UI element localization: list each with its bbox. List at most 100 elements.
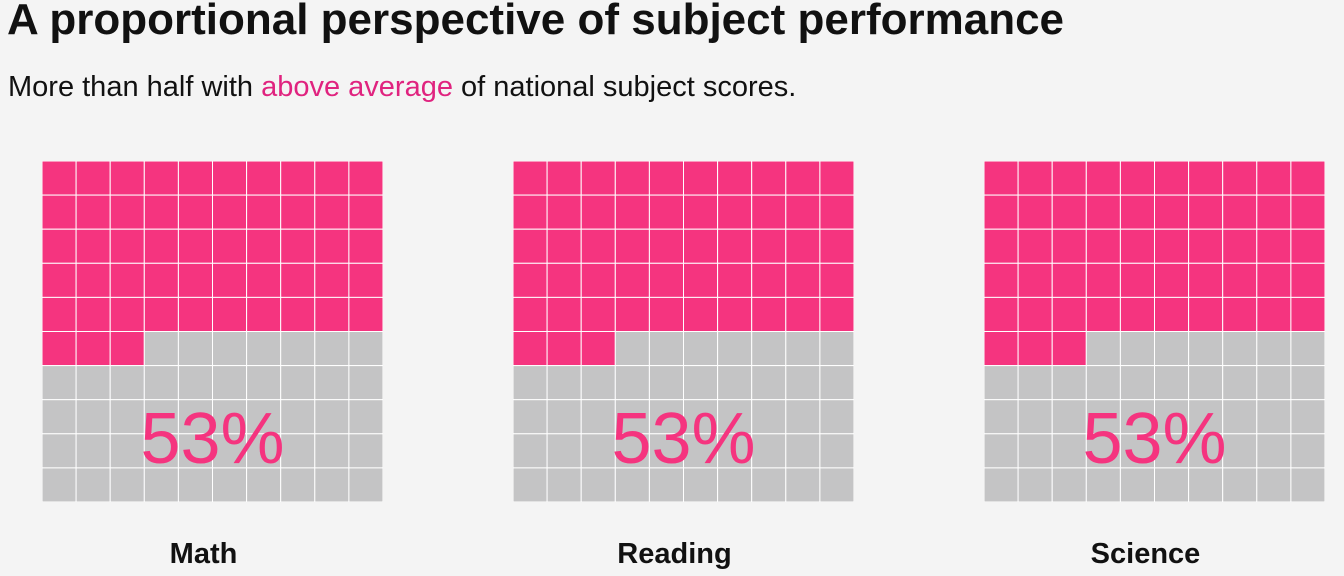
waffle-cell-empty xyxy=(546,433,582,469)
waffle-cell-filled xyxy=(1290,228,1325,264)
waffle-cell-filled xyxy=(1119,161,1155,196)
waffle-cell-empty xyxy=(1188,399,1224,435)
waffle-cell-filled xyxy=(1051,262,1087,298)
waffle-cell-filled xyxy=(751,262,787,298)
waffle-cell-filled xyxy=(984,228,1019,264)
waffle-cell-filled xyxy=(143,194,179,230)
waffle-cell-filled xyxy=(1085,228,1121,264)
waffle-cell-filled xyxy=(348,161,383,196)
waffle-cell-empty xyxy=(143,331,179,367)
waffle-cell-filled xyxy=(1222,161,1258,196)
waffle-cell-empty xyxy=(280,365,316,401)
waffle-chart-science: 53% xyxy=(984,161,1325,502)
waffle-cell-filled xyxy=(1256,228,1292,264)
waffle-cell-empty xyxy=(1154,365,1190,401)
waffle-cell-empty xyxy=(75,433,111,469)
waffle-cell-filled xyxy=(75,262,111,298)
waffle-cell-empty xyxy=(1154,331,1190,367)
waffle-cell-filled xyxy=(1119,262,1155,298)
waffle-cell-empty xyxy=(546,467,582,502)
waffle-cell-empty xyxy=(314,331,350,367)
waffle-cell-filled xyxy=(580,194,616,230)
waffle-cell-empty xyxy=(648,365,684,401)
waffle-cell-empty xyxy=(143,433,179,469)
category-label-math: Math xyxy=(169,538,238,570)
waffle-cell-filled xyxy=(42,331,77,367)
waffle-cell-filled xyxy=(143,161,179,196)
waffle-cell-filled xyxy=(614,194,650,230)
waffle-cell-filled xyxy=(614,228,650,264)
waffle-cell-empty xyxy=(42,365,77,401)
waffle-cell-filled xyxy=(143,262,179,298)
waffle-cell-empty xyxy=(683,467,719,502)
waffle-cell-filled xyxy=(1119,296,1155,332)
waffle-cell-empty xyxy=(1154,467,1190,502)
waffle-cell-filled xyxy=(109,331,145,367)
waffle-cell-filled xyxy=(614,296,650,332)
waffle-cell-filled xyxy=(177,161,213,196)
waffle-cell-filled xyxy=(1017,262,1053,298)
waffle-cell-filled xyxy=(1188,161,1224,196)
waffle-cell-empty xyxy=(648,433,684,469)
waffle-cell-empty xyxy=(1290,433,1325,469)
waffle-cell-filled xyxy=(42,296,77,332)
waffle-cell-filled xyxy=(1154,296,1190,332)
waffle-cell-filled xyxy=(751,194,787,230)
waffle-cell-filled xyxy=(546,262,582,298)
waffle-cell-filled xyxy=(785,194,821,230)
waffle-cell-empty xyxy=(1222,331,1258,367)
waffle-cell-filled xyxy=(513,228,548,264)
waffle-cell-filled xyxy=(109,228,145,264)
subtitle-highlight: above average xyxy=(261,71,453,103)
waffle-cell-empty xyxy=(177,467,213,502)
waffle-cell-empty xyxy=(580,365,616,401)
waffle-cell-filled xyxy=(546,331,582,367)
waffle-cell-empty xyxy=(1290,331,1325,367)
waffle-cell-filled xyxy=(1051,296,1087,332)
waffle-cell-empty xyxy=(1188,433,1224,469)
waffle-cell-empty xyxy=(109,433,145,469)
waffle-cell-filled xyxy=(717,194,753,230)
waffle-cell-empty xyxy=(1017,399,1053,435)
waffle-cell-filled xyxy=(177,262,213,298)
waffle-cell-filled xyxy=(280,228,316,264)
waffle-cell-empty xyxy=(280,331,316,367)
waffle-cell-empty xyxy=(614,365,650,401)
waffle-cell-empty xyxy=(1051,399,1087,435)
waffle-cell-filled xyxy=(1222,228,1258,264)
waffle-cell-empty xyxy=(1222,365,1258,401)
waffle-cell-filled xyxy=(717,262,753,298)
waffle-cell-empty xyxy=(1222,399,1258,435)
waffle-cell-filled xyxy=(648,161,684,196)
waffle-cell-filled xyxy=(75,296,111,332)
waffle-cell-empty xyxy=(785,433,821,469)
waffle-cell-filled xyxy=(819,262,854,298)
waffle-cell-filled xyxy=(177,194,213,230)
waffle-cell-filled xyxy=(42,194,77,230)
waffle-cell-empty xyxy=(280,433,316,469)
waffle-cell-empty xyxy=(984,365,1019,401)
waffle-cell-empty xyxy=(1256,331,1292,367)
waffle-cell-filled xyxy=(683,194,719,230)
waffle-cell-filled xyxy=(246,228,282,264)
waffle-cell-empty xyxy=(246,433,282,469)
waffle-grid-science xyxy=(984,161,1325,502)
waffle-cell-empty xyxy=(819,467,854,502)
waffle-cell-empty xyxy=(984,433,1019,469)
waffle-cell-empty xyxy=(1051,467,1087,502)
waffle-cell-filled xyxy=(546,194,582,230)
waffle-cell-filled xyxy=(785,262,821,298)
waffle-cell-empty xyxy=(1085,399,1121,435)
waffle-cell-empty xyxy=(75,399,111,435)
waffle-cell-empty xyxy=(1085,365,1121,401)
waffle-cell-filled xyxy=(42,262,77,298)
waffle-cell-filled xyxy=(1222,262,1258,298)
waffle-cell-empty xyxy=(212,399,248,435)
waffle-cell-empty xyxy=(1085,467,1121,502)
waffle-cell-empty xyxy=(1119,365,1155,401)
waffle-cell-filled xyxy=(1188,296,1224,332)
waffle-cell-filled xyxy=(1188,228,1224,264)
waffle-cell-filled xyxy=(314,296,350,332)
waffle-cell-filled xyxy=(683,296,719,332)
waffle-cell-filled xyxy=(546,161,582,196)
